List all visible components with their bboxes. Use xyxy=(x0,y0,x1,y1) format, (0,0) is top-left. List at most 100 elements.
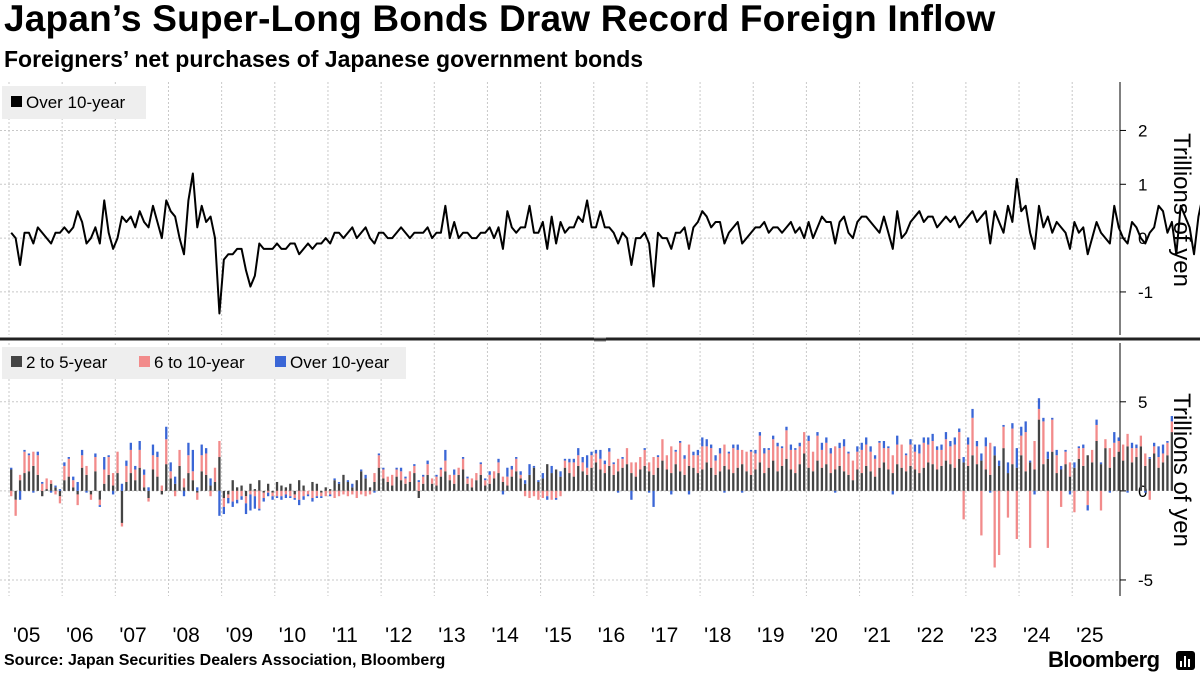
bar-over-10-year xyxy=(616,490,620,493)
bar-2-to-5-year xyxy=(953,467,956,491)
bar-6-to-10-year xyxy=(953,444,956,468)
bar-2-to-5-year xyxy=(391,485,394,491)
bar-6-to-10-year xyxy=(298,490,301,500)
bar-2-to-5-year xyxy=(913,469,917,491)
bar-6-to-10-year xyxy=(1126,433,1129,447)
bar-2-to-5-year xyxy=(1170,432,1174,491)
bar-2-to-5-year xyxy=(182,487,186,491)
bar-2-to-5-year xyxy=(705,462,708,491)
bar-over-10-year xyxy=(1170,416,1174,422)
bar-over-10-year xyxy=(1042,417,1045,422)
bar-6-to-10-year xyxy=(723,444,726,466)
bar-2-to-5-year xyxy=(1153,453,1156,491)
bar-2-to-5-year xyxy=(360,471,363,491)
bar-6-to-10-year xyxy=(209,490,212,497)
bar-over-10-year xyxy=(253,496,257,509)
bar-2-to-5-year xyxy=(763,473,766,491)
bar-over-10-year xyxy=(510,465,513,470)
bar-6-to-10-year xyxy=(838,448,841,466)
bar-over-10-year xyxy=(794,448,797,450)
bar-over-10-year xyxy=(891,490,894,495)
bar-6-to-10-year xyxy=(470,478,474,488)
bar-over-10-year xyxy=(546,496,549,500)
bar-6-to-10-year xyxy=(772,439,775,461)
bar-over-10-year xyxy=(373,490,376,493)
x-tick-label: '24 xyxy=(1023,624,1051,647)
bar-6-to-10-year xyxy=(732,448,735,474)
bar-2-to-5-year xyxy=(612,474,615,491)
bar-2-to-5-year xyxy=(67,476,70,491)
bar-2-to-5-year xyxy=(346,481,350,491)
bar-2-to-5-year xyxy=(1037,419,1041,491)
bar-2-to-5-year xyxy=(1144,465,1147,491)
bar-over-10-year xyxy=(1082,444,1085,449)
bar-2-to-5-year xyxy=(1157,467,1160,491)
bar-over-10-year xyxy=(439,467,443,470)
bar-2-to-5-year xyxy=(506,485,509,491)
bar-6-to-10-year xyxy=(727,453,731,470)
bar-over-10-year xyxy=(701,437,704,447)
bar-2-to-5-year xyxy=(692,467,695,491)
bar-over-10-year xyxy=(1161,444,1165,454)
bar-2-to-5-year xyxy=(980,460,983,491)
bar-over-10-year xyxy=(913,444,917,452)
bar-6-to-10-year xyxy=(882,448,886,463)
legend-swatch-over-10-year xyxy=(11,96,22,107)
bar-6-to-10-year xyxy=(993,490,996,568)
bar-6-to-10-year xyxy=(1104,439,1107,449)
bar-6-to-10-year xyxy=(1024,432,1027,472)
bar-2-to-5-year xyxy=(178,465,181,491)
bar-2-to-5-year xyxy=(1104,448,1107,491)
bar-over-10-year xyxy=(590,451,593,456)
bar-6-to-10-year xyxy=(284,490,288,495)
bar-over-10-year xyxy=(1046,451,1049,459)
bar-6-to-10-year xyxy=(577,455,580,466)
bar-over-10-year xyxy=(922,437,925,443)
bar-over-10-year xyxy=(1037,398,1041,409)
bar-2-to-5-year xyxy=(1020,455,1023,491)
bar-6-to-10-year xyxy=(1166,442,1169,456)
bar-6-to-10-year xyxy=(656,457,660,468)
bar-2-to-5-year xyxy=(209,485,212,491)
bar-2-to-5-year xyxy=(497,473,500,491)
bar-2-to-5-year xyxy=(36,474,39,491)
bar-6-to-10-year xyxy=(484,480,487,486)
bar-over-10-year xyxy=(395,467,398,470)
bar-over-10-year xyxy=(98,505,101,507)
bar-2-to-5-year xyxy=(386,481,389,491)
bar-6-to-10-year xyxy=(971,417,974,456)
bar-2-to-5-year xyxy=(550,473,553,491)
bar-2-to-5-year xyxy=(227,490,230,495)
bar-2-to-5-year xyxy=(537,481,540,491)
bar-2-to-5-year xyxy=(630,473,633,491)
bar-over-10-year xyxy=(298,499,301,506)
bar-over-10-year xyxy=(807,435,810,441)
bar-6-to-10-year xyxy=(333,490,336,499)
bar-6-to-10-year xyxy=(138,449,141,468)
bar-over-10-year xyxy=(58,489,62,491)
bar-6-to-10-year xyxy=(869,451,872,472)
bar-2-to-5-year xyxy=(1121,460,1125,491)
bar-6-to-10-year xyxy=(280,490,283,497)
bar-2-to-5-year xyxy=(909,465,912,491)
bar-2-to-5-year xyxy=(262,490,265,493)
bar-6-to-10-year xyxy=(975,446,979,465)
bar-over-10-year xyxy=(49,490,53,493)
bar-6-to-10-year xyxy=(1086,490,1089,506)
bar-over-10-year xyxy=(80,449,84,456)
bar-2-to-5-year xyxy=(320,490,323,493)
bar-over-10-year xyxy=(258,508,261,511)
bar-6-to-10-year xyxy=(1015,490,1018,539)
bar-2-to-5-year xyxy=(466,483,469,491)
bar-6-to-10-year xyxy=(909,444,912,466)
x-tick-label: '09 xyxy=(226,624,253,647)
bar-over-10-year xyxy=(204,448,208,454)
bar-6-to-10-year xyxy=(488,474,491,484)
bar-2-to-5-year xyxy=(1055,473,1058,491)
bar-2-to-5-year xyxy=(984,469,987,491)
bar-2-to-5-year xyxy=(904,471,908,491)
bar-6-to-10-year xyxy=(337,490,341,497)
bar-6-to-10-year xyxy=(165,439,168,465)
bar-6-to-10-year xyxy=(931,440,934,465)
bar-6-to-10-year xyxy=(408,471,412,482)
